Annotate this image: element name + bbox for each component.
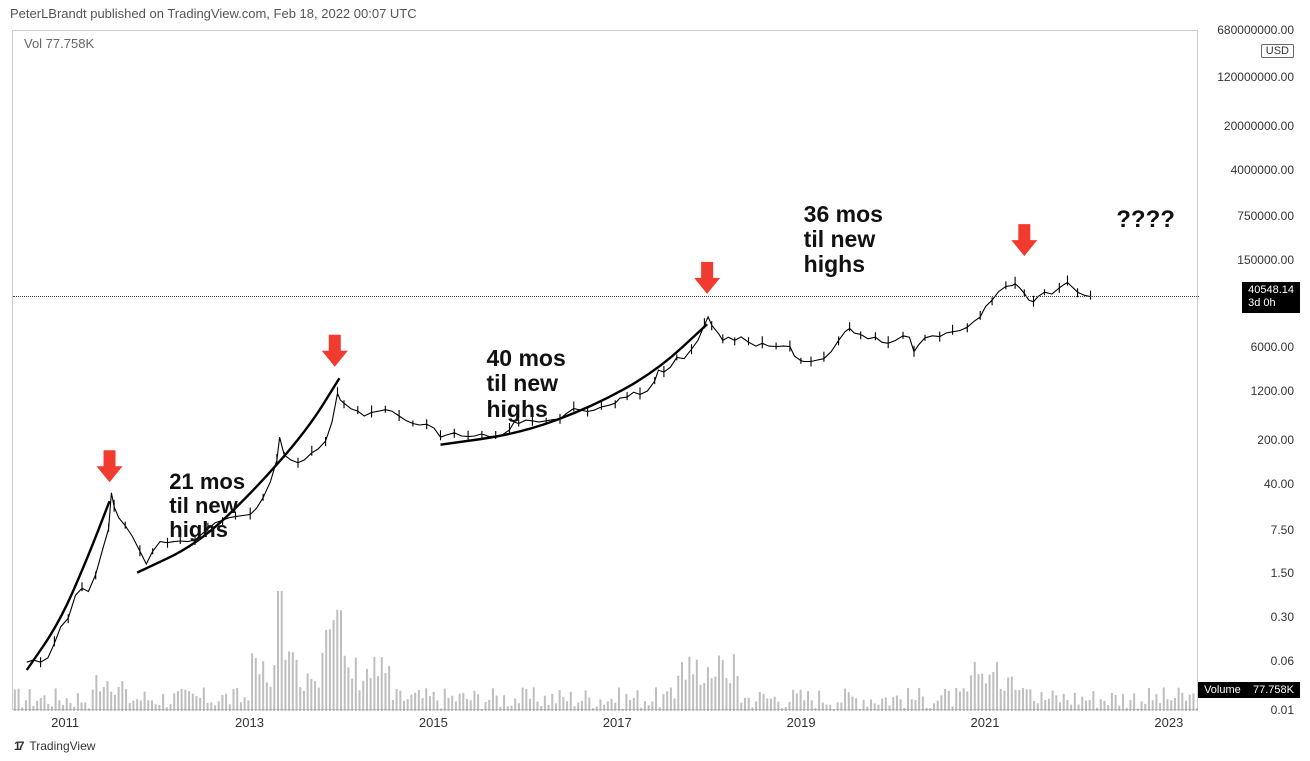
footer-brand[interactable]: 17 TradingView <box>14 739 95 753</box>
cycle-annotation: 36 mostil newhighs <box>804 202 883 278</box>
cycle-annotation: 40 mostil newhighs <box>486 346 565 422</box>
x-tick-label: 2017 <box>603 715 632 730</box>
footer-brand-text: TradingView <box>29 739 95 753</box>
y-tick-label: 6000.00 <box>1251 340 1294 354</box>
x-tick-label: 2011 <box>51 715 79 730</box>
price-badge-sub: 3d 0h <box>1248 297 1294 310</box>
x-tick-label: 2023 <box>1154 715 1183 730</box>
y-tick-label: 40.00 <box>1264 477 1294 491</box>
y-tick-label: 120000000.00 <box>1217 70 1294 84</box>
y-tick-label: 0.06 <box>1271 654 1294 668</box>
y-tick-label: 0.30 <box>1271 610 1294 624</box>
y-axis: USD 40548.14 3d 0h 680000000.00120000000… <box>1200 30 1300 710</box>
currency-badge: USD <box>1261 44 1294 58</box>
x-axis: 2011 2013 2015 2017 2019 2021 2023 <box>12 715 1198 735</box>
chart-area[interactable]: 21 mostil newhighs 40 mostil newhighs 36 m… <box>12 30 1198 710</box>
peak-arrow-icon <box>97 450 123 482</box>
volume-badge-label: Volume <box>1204 684 1241 696</box>
question-annotation: ???? <box>1116 206 1175 234</box>
y-tick-label: 7.50 <box>1271 523 1294 537</box>
x-tick-label: 2021 <box>971 715 1000 730</box>
price-dotted-line <box>13 296 1199 297</box>
price-badge-value: 40548.14 <box>1248 284 1294 297</box>
y-tick-label: 1200.00 <box>1251 384 1294 398</box>
cycle-annotation: 21 mostil newhighs <box>169 470 245 543</box>
x-tick-label: 2015 <box>419 715 448 730</box>
y-tick-label: 750000.00 <box>1237 209 1294 223</box>
x-tick-label: 2013 <box>235 715 264 730</box>
volume-badge-value: 77.758K <box>1253 684 1294 696</box>
tradingview-logo-icon: 17 <box>14 739 25 753</box>
peak-arrow-icon <box>1011 224 1037 256</box>
y-tick-label: 1.50 <box>1271 566 1294 580</box>
y-tick-label: 20000000.00 <box>1224 119 1294 133</box>
y-tick-label: 680000000.00 <box>1217 23 1294 37</box>
y-tick-label: 150000.00 <box>1237 253 1294 267</box>
x-tick-label: 2019 <box>787 715 816 730</box>
y-tick-label: 200.00 <box>1257 433 1294 447</box>
price-badge: 40548.14 3d 0h <box>1242 282 1300 312</box>
publish-header: PeterLBrandt published on TradingView.co… <box>10 6 417 21</box>
peak-arrow-icon <box>322 335 348 367</box>
y-tick-label: 4000000.00 <box>1231 163 1294 177</box>
peak-arrow-icon <box>694 262 720 294</box>
y-tick-label: 0.01 <box>1271 703 1294 717</box>
chart-svg <box>13 31 1199 711</box>
volume-badge: Volume 77.758K <box>1198 682 1300 698</box>
